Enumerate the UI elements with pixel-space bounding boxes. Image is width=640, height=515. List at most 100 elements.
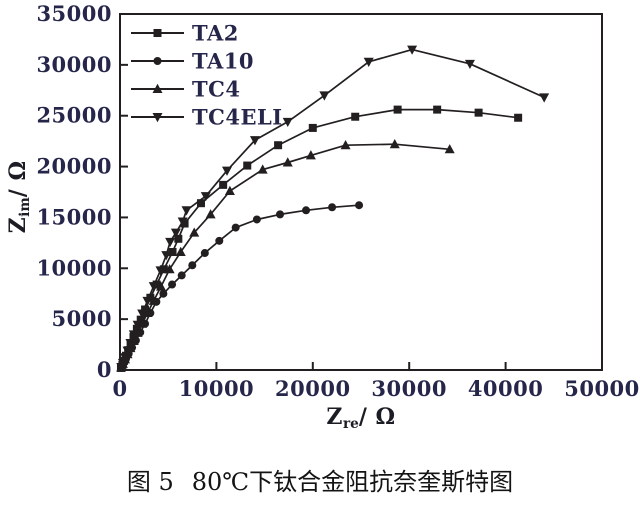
legend-marker-TC4ELI [152, 113, 163, 123]
data-point-marker-TA10 [168, 280, 177, 289]
x-tick-label: 0 [112, 376, 127, 401]
figure-caption-label: 图 5 [126, 468, 174, 496]
y-tick-label: 15000 [36, 204, 112, 229]
figure-caption: 图 5 80℃下钛合金阻抗奈奎斯特图 [0, 462, 640, 497]
data-point-marker-TC4 [389, 138, 400, 149]
legend-item-TC4ELI: TC4ELI [131, 105, 283, 130]
legend-marker-TC4 [152, 83, 163, 93]
data-point-marker-TC4 [189, 227, 200, 237]
x-tick-label: 20000 [275, 376, 351, 401]
data-point-marker-TA10 [159, 289, 168, 298]
data-point-marker-TC4 [148, 295, 159, 305]
nyquist-chart: 0 10000 20000 30000 40000 50000 0 5000 10000 1500… [5, 1, 640, 432]
y-tick-label: 30000 [36, 52, 112, 77]
data-point-marker-TA2 [180, 219, 189, 228]
legend-marker-TA2 [153, 29, 162, 37]
data-point-marker-TC4ELI [142, 296, 153, 307]
data-point-marker-TA2 [243, 161, 252, 170]
data-point-marker-TA10 [215, 236, 224, 245]
data-point-marker-TC4ELI [249, 136, 260, 146]
y-axis-unit: / Ω [5, 160, 32, 198]
data-point-marker-TC4ELI [170, 228, 181, 238]
legend: TA2 TA10 TC4 TC4ELI [131, 21, 283, 130]
legend-item-TA2: TA2 [131, 21, 239, 46]
data-point-marker-TA2 [433, 105, 442, 114]
data-point-marker-TC4ELI [137, 309, 148, 319]
data-point-marker-TC4 [224, 185, 235, 195]
y-axis-symbol: Z [5, 216, 32, 234]
data-point-marker-TA10 [177, 271, 186, 280]
data-point-marker-TA2 [219, 180, 228, 189]
data-point-marker-TA10 [276, 210, 285, 219]
series-TA2 [116, 105, 523, 372]
y-tick-label: 20000 [36, 154, 112, 179]
data-point-marker-TA2 [196, 199, 205, 208]
data-point-marker-TA2 [274, 141, 283, 150]
data-point-marker-TC4ELI [319, 91, 330, 101]
data-point-marker-TA10 [200, 249, 209, 258]
x-tick-label: 40000 [468, 376, 544, 401]
data-point-marker-TC4 [305, 150, 316, 160]
data-point-marker-TC4 [175, 246, 186, 257]
data-point-marker-TC4ELI [165, 237, 176, 248]
data-point-marker-TC4 [164, 264, 175, 274]
y-tick-label: 10000 [36, 255, 112, 280]
data-point-marker-TA2 [474, 108, 483, 117]
data-point-marker-TC4ELI [161, 251, 172, 261]
data-point-marker-TC4ELI [464, 59, 475, 70]
data-point-marker-TA10 [252, 215, 261, 224]
y-axis-title: Zim/ Ω [5, 127, 33, 267]
data-point-marker-TC4ELI [363, 57, 374, 68]
legend-label-TC4ELI: TC4ELI [192, 105, 283, 130]
data-point-marker-TC4ELI [177, 217, 188, 227]
legend-label-TC4: TC4 [192, 77, 240, 102]
legend-marker-TA10 [153, 57, 162, 65]
x-tick-label: 30000 [371, 376, 447, 401]
nyquist-plot-svg: 0 10000 20000 30000 40000 50000 0 5000 10000 1500… [36, 1, 640, 401]
data-point-marker-TA10 [188, 261, 197, 270]
data-point-marker-TC4ELI [282, 117, 293, 128]
data-point-marker-TC4ELI [222, 166, 233, 176]
data-point-marker-TA2 [136, 315, 145, 324]
data-point-marker-TA10 [328, 203, 337, 212]
data-point-marker-TA2 [393, 105, 402, 114]
legend-item-TC4: TC4 [131, 77, 240, 102]
plot-frame [119, 13, 603, 371]
x-axis-symbol: Z [326, 404, 343, 430]
x-tick-label: 50000 [564, 376, 640, 401]
series-TC4ELI [116, 45, 550, 373]
y-tick-label: 35000 [36, 1, 112, 26]
legend-item-TA10: TA10 [131, 49, 254, 74]
data-point-marker-TA10 [231, 223, 240, 232]
legend-label-TA2: TA2 [192, 21, 239, 46]
data-point-marker-TA2 [168, 248, 177, 257]
data-point-marker-TC4ELI [148, 282, 159, 292]
data-point-marker-TC4 [155, 281, 166, 291]
data-point-marker-TC4ELI [200, 192, 211, 202]
data-point-marker-TA2 [351, 112, 360, 121]
x-tick-label: 10000 [179, 376, 255, 401]
data-point-marker-TC4 [205, 209, 216, 219]
legend-label-TA10: TA10 [192, 49, 254, 74]
y-tick-label: 0 [97, 357, 112, 382]
data-point-marker-TA10 [302, 206, 311, 215]
y-axis-subscript: im [16, 197, 33, 217]
data-point-marker-TC4ELI [155, 266, 166, 276]
figure-caption-text: 80℃下钛合金阻抗奈奎斯特图 [191, 468, 514, 496]
data-point-marker-TC4ELI [539, 93, 550, 103]
data-point-marker-TC4ELI [132, 320, 143, 330]
x-axis-unit: / Ω [358, 404, 396, 430]
data-point-marker-TA2 [514, 113, 523, 122]
data-point-marker-TC4 [282, 157, 293, 167]
data-point-marker-TA2 [308, 123, 317, 132]
data-point-marker-TC4 [340, 140, 351, 150]
data-point-marker-TC4 [444, 144, 455, 154]
data-point-marker-TA2 [174, 234, 183, 243]
x-axis-title: Zre/ Ω [120, 404, 602, 432]
x-axis-subscript: re [342, 415, 359, 432]
data-point-marker-TA10 [355, 201, 364, 210]
data-point-marker-TC4 [142, 307, 153, 318]
data-point-marker-TC4ELI [125, 339, 136, 349]
data-point-marker-TA2 [141, 305, 150, 314]
